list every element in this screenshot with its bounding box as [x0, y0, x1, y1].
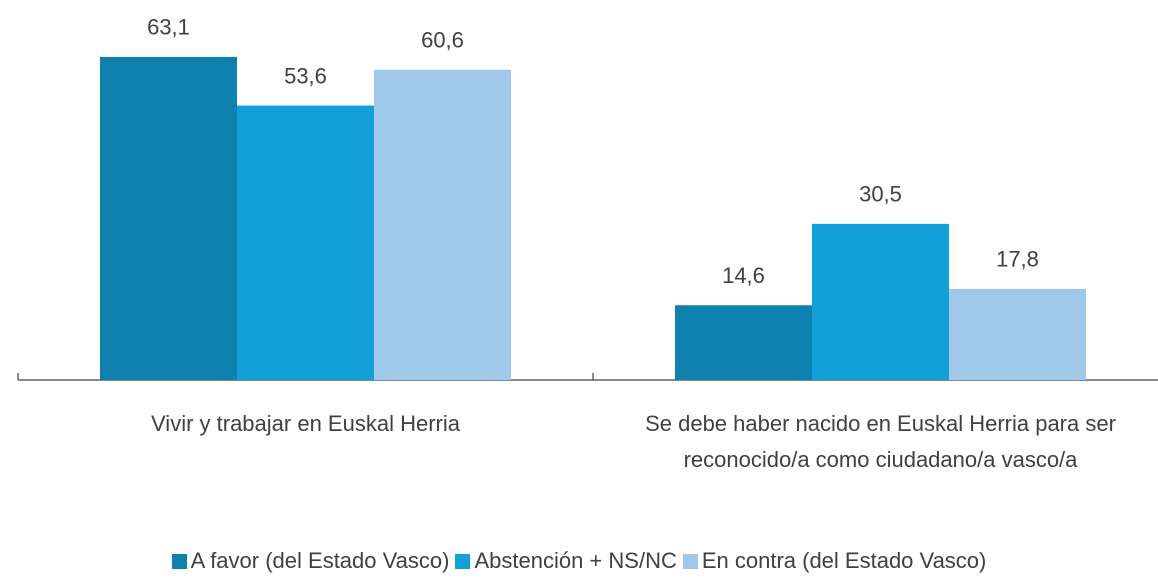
bar — [812, 223, 949, 380]
legend-swatch — [455, 554, 471, 569]
data-label: 17,8 — [996, 247, 1039, 272]
legend-item: En contra (del Estado Vasco) — [682, 548, 987, 574]
x-tick-label: Se debe haber nacido en Euskal Herria pa… — [645, 411, 1116, 472]
bar — [100, 56, 237, 380]
bar — [675, 305, 812, 380]
legend-item: A favor (del Estado Vasco) — [171, 548, 450, 574]
data-label: 30,5 — [859, 182, 902, 207]
legend-item: Abstención + NS/NC — [455, 548, 677, 574]
legend-label: A favor (del Estado Vasco) — [190, 548, 450, 573]
data-label: 14,6 — [722, 263, 765, 288]
legend-swatch — [171, 554, 187, 569]
bar — [949, 288, 1086, 380]
bar — [237, 105, 374, 381]
data-label: 53,6 — [284, 63, 327, 88]
data-label: 63,1 — [147, 15, 190, 40]
legend-label: En contra (del Estado Vasco) — [701, 548, 987, 573]
legend-label: Abstención + NS/NC — [474, 548, 677, 573]
x-tick-label: Vivir y trabajar en Euskal Herria — [151, 411, 460, 436]
legend-swatch — [682, 554, 698, 569]
bar — [374, 69, 511, 380]
legend: A favor (del Estado Vasco) Abstención + N… — [0, 548, 1158, 574]
data-label: 60,6 — [421, 28, 464, 53]
